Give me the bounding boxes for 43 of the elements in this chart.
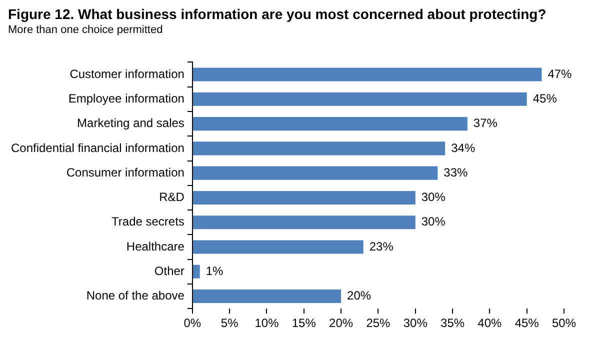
bar (192, 166, 438, 180)
x-tick-label: 30% (403, 316, 428, 330)
bar (192, 68, 542, 82)
data-label: 34% (451, 140, 476, 155)
x-tick-label: 10% (254, 316, 280, 330)
data-label: 20% (347, 288, 372, 303)
y-tick-label: R&D (159, 190, 185, 204)
y-tick-label: Confidential financial information (10, 140, 184, 155)
y-tick-label: Healthcare (126, 239, 185, 254)
text: More than one choice permitted (8, 24, 163, 36)
y-tick-label: Marketing and sales (77, 116, 184, 130)
bar (192, 216, 416, 230)
chart-title: Figure 12. What business information are you most concerned about protecting? (8, 6, 546, 22)
y-tick-label: Other (154, 264, 184, 278)
data-label: 30% (421, 190, 446, 204)
y-tick-label: Trade secrets (112, 214, 184, 229)
x-tick-label: 45% (514, 316, 540, 330)
bar (192, 240, 364, 254)
y-tick-label: Employee information (68, 91, 184, 106)
data-label: 23% (369, 239, 394, 254)
y-tick-label: Consumer information (66, 165, 184, 180)
x-tick-label: 0% (184, 316, 202, 330)
x-tick-label: 40% (478, 316, 502, 330)
x-tick-label: 15% (292, 316, 316, 330)
bar (192, 92, 527, 106)
x-tick-label: 25% (366, 316, 391, 330)
y-tick-label: None of the above (86, 288, 185, 303)
data-label: 30% (421, 214, 446, 229)
x-tick-label: 20% (329, 316, 354, 330)
data-label: 47% (548, 66, 572, 81)
x-tick-label: 5% (220, 316, 239, 330)
bar (192, 142, 446, 156)
data-label: 1% (206, 264, 224, 278)
bar (192, 264, 200, 278)
data-label: 37% (473, 116, 498, 130)
bar (192, 117, 468, 131)
data-label: 45% (532, 91, 558, 106)
x-tick-label: 35% (440, 316, 465, 330)
y-tick-label: Customer information (70, 66, 184, 81)
x-tick-label: 50% (552, 316, 576, 330)
bar (192, 290, 342, 304)
data-label: 33% (444, 165, 468, 180)
bar (192, 190, 416, 204)
